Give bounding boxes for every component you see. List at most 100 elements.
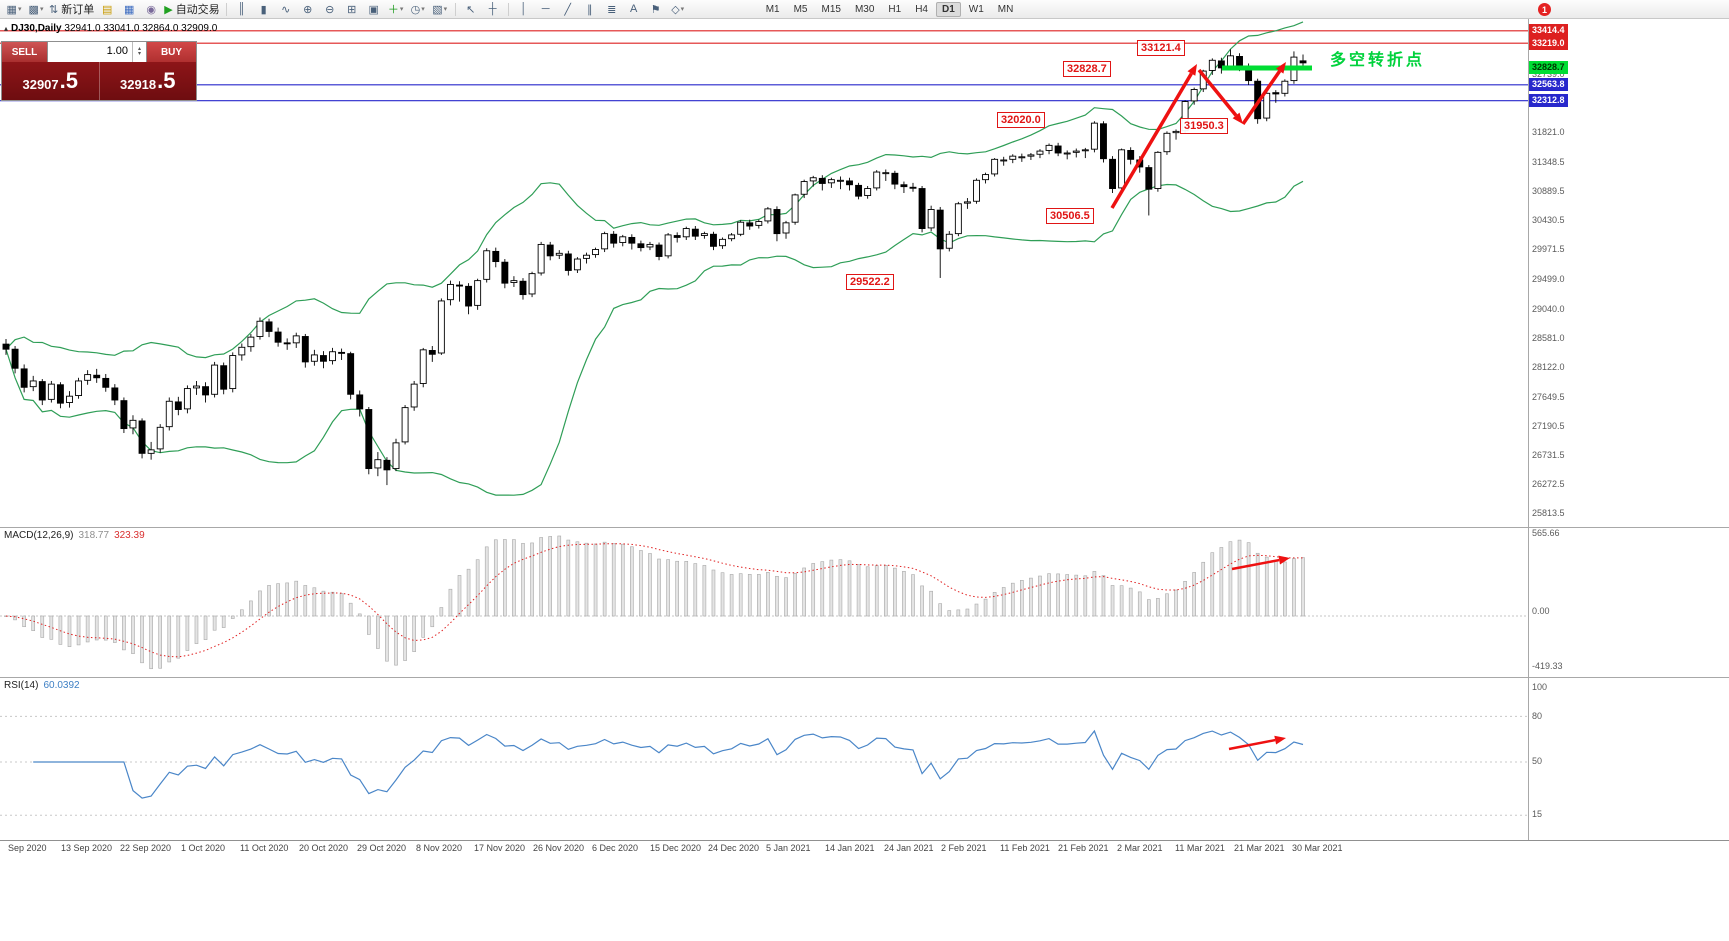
price-callout[interactable]: 30506.5 — [1046, 208, 1094, 224]
candle-body — [1281, 80, 1289, 94]
new-order-button[interactable]: ⇅ 新订单 — [49, 3, 95, 17]
trendline-icon[interactable]: ╱ — [564, 3, 571, 16]
axis-price-chip: 33219.0 — [1529, 36, 1568, 50]
sell-button[interactable]: SELL — [2, 42, 48, 62]
macd-histogram-bar — [76, 615, 81, 646]
zoom-out-icon[interactable]: ⊖ — [325, 3, 335, 16]
candle-body — [746, 222, 754, 227]
macd-histogram-bar — [1137, 591, 1142, 617]
buy-price[interactable]: 32918 .5 — [100, 62, 197, 100]
trend-arrow[interactable] — [1110, 72, 1193, 209]
volume-value[interactable]: 1.00 — [106, 45, 128, 57]
buy-price-main: 32918 — [119, 77, 157, 92]
date-label: 14 Jan 2021 — [825, 843, 875, 853]
date-label: 5 Jan 2021 — [766, 843, 811, 853]
timeframe-button-d1[interactable]: D1 — [936, 1, 961, 17]
macd-histogram-bar — [920, 585, 924, 617]
candle-body — [1100, 123, 1107, 160]
rsi-axis-label: 80 — [1532, 711, 1543, 721]
trend-arrow[interactable] — [1197, 68, 1238, 117]
candlestick-chart-icon[interactable]: ▮ — [260, 3, 267, 16]
candle-body — [628, 236, 636, 244]
macd-histogram-bar — [666, 559, 670, 617]
timeframe-button-h1[interactable]: H1 — [882, 2, 907, 17]
collapse-chart-icon[interactable]: ▴ — [4, 24, 9, 33]
candle-body — [474, 280, 482, 306]
vertical-line-icon[interactable]: │ — [520, 3, 528, 15]
macd-histogram-bar — [992, 592, 997, 617]
bar-chart-icon[interactable]: ║ — [237, 3, 246, 15]
price-callout[interactable]: 29522.2 — [846, 274, 894, 290]
marketwatch-icon[interactable]: ▤ — [102, 3, 113, 16]
candle-body — [419, 349, 427, 384]
macd-histogram-bar — [539, 537, 543, 617]
candle-body — [1081, 149, 1089, 152]
chart-symbol: DJ30,Daily — [11, 23, 62, 34]
timeframe-button-m30[interactable]: M30 — [849, 2, 880, 17]
price-callout[interactable]: 32828.7 — [1063, 61, 1111, 77]
trend-arrow[interactable] — [1228, 738, 1276, 751]
price-callout[interactable]: 33121.4 — [1137, 40, 1185, 56]
macd-histogram-bar — [31, 615, 36, 631]
candle-body — [1236, 56, 1243, 67]
arrange-windows-icon[interactable]: ▣ — [368, 3, 379, 16]
notification-badge[interactable]: 1 — [1538, 3, 1551, 16]
new-chart-icon[interactable]: ▦ ▾ — [6, 3, 22, 16]
date-label: 29 Oct 2020 — [357, 843, 407, 853]
candle-body — [193, 385, 200, 389]
timeframe-button-h4[interactable]: H4 — [909, 2, 934, 17]
timeframe-button-m5[interactable]: M5 — [788, 2, 814, 17]
fibonacci-icon[interactable]: ≣ — [607, 3, 617, 16]
timeframe-button-mn[interactable]: MN — [992, 2, 1020, 17]
horizontal-line-icon[interactable]: ─ — [541, 3, 550, 15]
templates-icon[interactable]: ▧ ▾ — [432, 3, 448, 16]
sound-icon[interactable]: ◉ — [146, 3, 157, 16]
bull-bear-turning-point-note[interactable]: 多空转折点 — [1330, 52, 1426, 69]
macd-histogram-bar — [94, 615, 99, 641]
main-macd-separator[interactable] — [0, 527, 1729, 528]
candle-body — [963, 201, 971, 204]
candle-body — [383, 459, 391, 471]
volume-spinner-icon[interactable]: ▴ ▾ — [132, 42, 146, 62]
crosshair-icon[interactable]: ┼ — [488, 3, 497, 15]
macd-histogram-bar — [983, 598, 988, 617]
price-callout[interactable]: 31950.3 — [1180, 118, 1228, 134]
macd-rsi-separator[interactable] — [0, 677, 1729, 678]
toolbar-icon-group: ▦ ▾ ▩ ▾ ⇅ 新订单 ▤ ▦ ◉ ▶ 自动交易 ║ ▮ ∿ ⊕ ⊖ ⊞ ▣ ＋ ▾ ◷ ▾ ▧ ▾ ↖ ┼ │ ─ ╱ ∥ ≣ A ⚑ ◇ ▾ — [3, 1, 689, 17]
candle-body — [619, 236, 627, 243]
timeframe-button-m15[interactable]: M15 — [816, 2, 847, 17]
candle-body — [1118, 149, 1126, 189]
date-label: 11 Feb 2021 — [1000, 843, 1050, 853]
macd-histogram-bar — [40, 615, 45, 638]
timeframe-button-w1[interactable]: W1 — [963, 2, 990, 17]
label-icon[interactable]: ⚑ — [650, 3, 661, 16]
periods-icon[interactable]: ◷ ▾ — [410, 3, 425, 16]
trend-arrow[interactable] — [1231, 558, 1280, 571]
macd-histogram-bar — [1056, 573, 1060, 617]
cursor-icon[interactable]: ↖ — [466, 3, 476, 16]
data-window-icon[interactable]: ▦ — [124, 3, 135, 16]
profiles-icon[interactable]: ▩ ▾ — [28, 3, 44, 16]
indicators-icon[interactable]: ＋ ▾ — [387, 4, 404, 16]
volume-stepper[interactable]: 1.00 ▴ ▾ — [48, 42, 146, 62]
buy-button[interactable]: BUY — [146, 42, 196, 62]
tile-windows-icon[interactable]: ⊞ — [347, 3, 357, 16]
macd-axis-label: 565.66 — [1532, 528, 1560, 538]
timeframe-button-m1[interactable]: M1 — [760, 2, 786, 17]
zoom-in-icon[interactable]: ⊕ — [303, 3, 313, 16]
autotrading-button[interactable]: ▶ 自动交易 — [164, 3, 220, 17]
trend-arrow[interactable] — [1241, 70, 1282, 125]
sell-price[interactable]: 32907 .5 — [2, 62, 100, 100]
sell-price-main: 32907 — [22, 77, 59, 92]
macd-histogram-bar — [575, 541, 580, 617]
candle-body — [827, 179, 835, 184]
macd-histogram-bar — [584, 542, 589, 617]
price-callout[interactable]: 32020.0 — [997, 112, 1045, 128]
candle-body — [310, 354, 318, 362]
text-icon[interactable]: A — [630, 3, 638, 15]
macd-histogram-bar — [802, 567, 806, 617]
channel-icon[interactable]: ∥ — [586, 3, 593, 16]
shapes-icon[interactable]: ◇ ▾ — [671, 3, 685, 16]
line-chart-icon[interactable]: ∿ — [281, 3, 291, 16]
